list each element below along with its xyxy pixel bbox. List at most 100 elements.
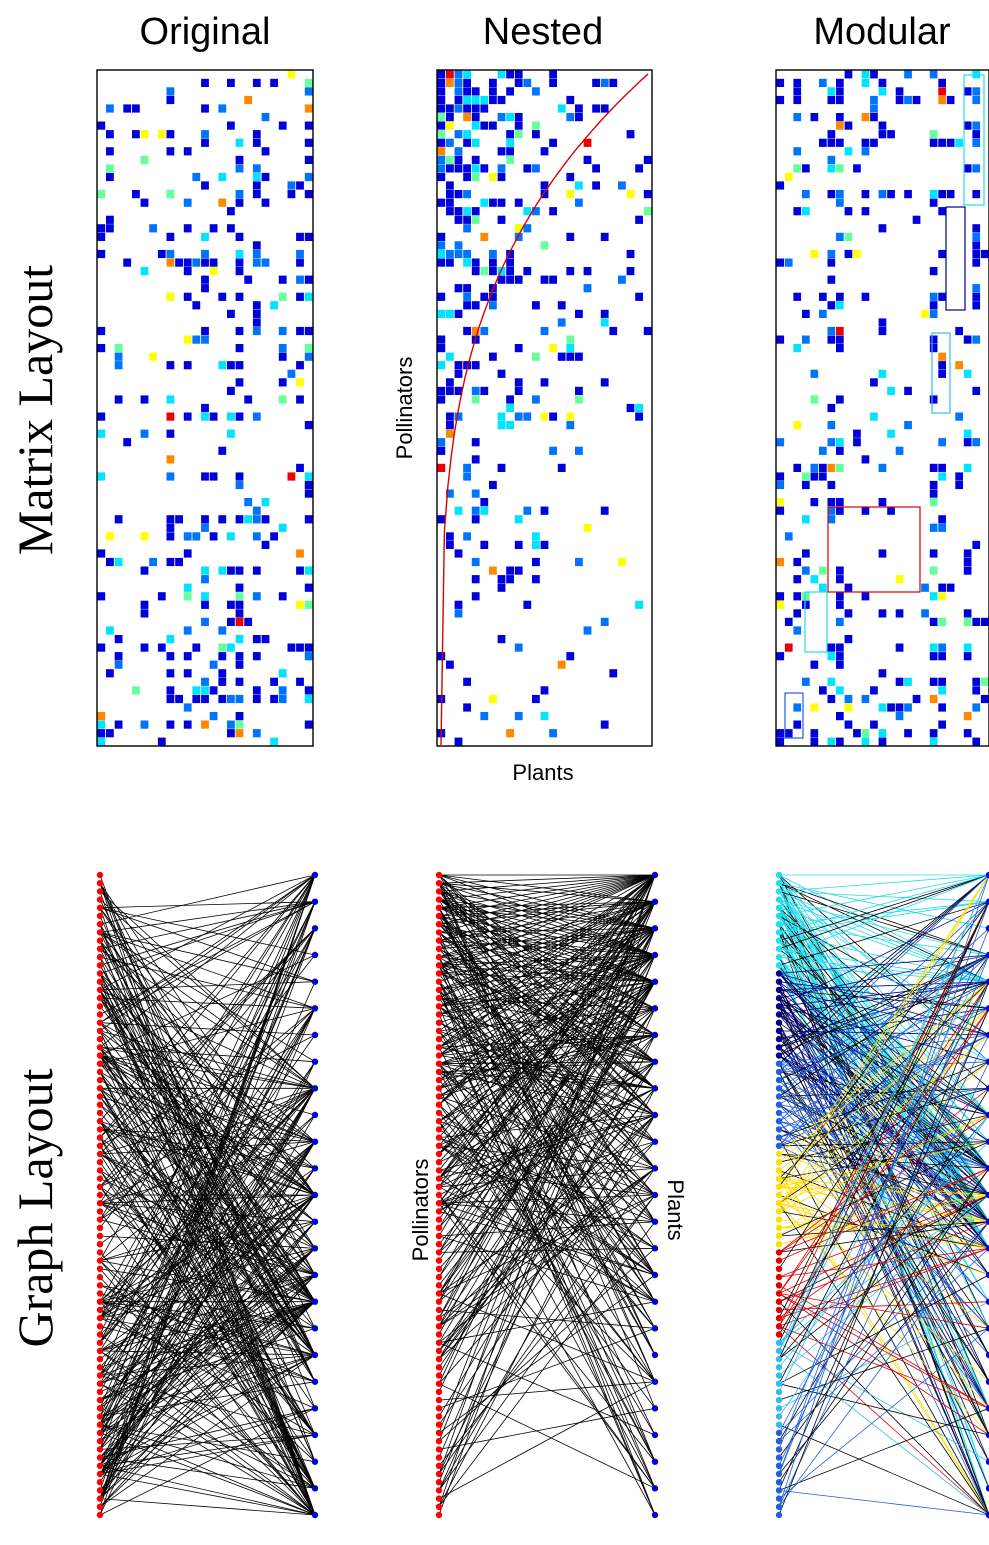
graph-original-pollinator-node xyxy=(96,953,104,961)
graph-nested-edge xyxy=(438,874,656,909)
graph-modular-edge xyxy=(778,1061,989,1237)
graph-modular-pollinator-node xyxy=(775,1405,783,1412)
matrix-nested-cell xyxy=(454,284,463,293)
graph-original-edge xyxy=(99,1247,316,1434)
graph-nested-pollinator-node xyxy=(435,1290,443,1297)
graph-nested-pollinator-node xyxy=(435,1388,443,1396)
matrix-nested-cell xyxy=(514,130,523,139)
graph-modular-edge xyxy=(778,1221,989,1434)
graph-nested-edge xyxy=(438,874,656,1155)
matrix-modular-cell xyxy=(844,694,853,704)
matrix-modular-cell xyxy=(819,472,827,481)
graph-modular-edge xyxy=(778,874,989,933)
graph-modular-pollinator-node xyxy=(775,1142,783,1150)
graph-nested-edge xyxy=(438,981,656,1015)
matrix-modular-cell xyxy=(870,720,878,729)
graph-original-pollinator-node xyxy=(96,1347,104,1355)
matrix-modular-cell xyxy=(972,617,981,626)
matrix-original-cell xyxy=(270,694,278,704)
graph-nested-edge xyxy=(438,1141,656,1384)
matrix-nested-cell xyxy=(437,147,446,156)
matrix-original-cell xyxy=(304,292,313,301)
graph-nested-edge xyxy=(438,989,656,1462)
graph-modular-edge xyxy=(778,940,989,1169)
graph-original-edge xyxy=(99,1170,316,1436)
graph-original-pollinator-node xyxy=(96,1044,104,1051)
graph-modular-edge xyxy=(778,1063,989,1196)
graph-nested-pollinator-node xyxy=(435,1109,443,1117)
graph-nested-edge xyxy=(438,907,656,929)
matrix-nested-cell xyxy=(471,386,480,395)
matrix-modular-cell xyxy=(793,626,802,635)
graph-modular-edge xyxy=(778,1034,989,1204)
graph-nested-edge xyxy=(438,981,656,1229)
graph-nested-pollinator-node xyxy=(435,1003,443,1010)
matrix-modular-cell xyxy=(929,652,938,661)
matrix-original-cell xyxy=(183,626,192,635)
matrix-original-cell xyxy=(304,232,313,241)
graph-nested-edge xyxy=(438,874,656,974)
matrix-nested-cell xyxy=(497,164,506,173)
matrix-nested-cell xyxy=(532,575,540,584)
matrix-modular-cell xyxy=(853,438,861,447)
matrix-nested-cell xyxy=(471,164,480,173)
graph-modular-edge xyxy=(778,1284,989,1409)
matrix-nested-cell xyxy=(540,412,549,421)
matrix-nested-cell xyxy=(497,412,506,421)
graph-original-pollinator-node xyxy=(96,1454,104,1461)
graph-modular-edge xyxy=(778,1034,989,1434)
matrix-modular-cell xyxy=(819,566,827,575)
matrix-modular-cell xyxy=(861,737,870,746)
graph-nested-edge xyxy=(438,1221,656,1508)
graph-nested-edge xyxy=(438,874,656,1507)
graph-nested-edge xyxy=(438,874,656,884)
graph-modular-pollinator-node xyxy=(775,1216,783,1223)
graph-nested-edge xyxy=(438,981,656,1356)
graph-modular-pollinator-node xyxy=(775,1200,783,1207)
graph-modular-plant-node xyxy=(985,1271,989,1279)
matrix-nested-cell xyxy=(454,164,463,173)
matrix-original-cell xyxy=(97,643,106,652)
graph-modular-edge xyxy=(778,1301,989,1516)
graph-nested-pollinator-node xyxy=(435,1241,443,1248)
matrix-modular-cell xyxy=(955,480,963,490)
matrix-original-cell xyxy=(235,712,244,721)
matrix-nested-cell xyxy=(480,164,489,173)
graph-nested-pollinator-node xyxy=(435,1282,443,1289)
matrix-original-cell xyxy=(270,532,278,541)
matrix-modular-cell xyxy=(819,292,827,301)
graph-modular-edge xyxy=(778,981,989,1155)
graph-original-edge xyxy=(99,1141,316,1450)
matrix-nested-cell xyxy=(454,600,463,609)
graph-modular-edge xyxy=(778,981,989,1294)
matrix-modular-cell xyxy=(793,164,802,173)
matrix-nested-cell xyxy=(566,652,575,661)
matrix-nested-cell xyxy=(532,87,540,96)
graph-nested-edge xyxy=(438,1381,656,1499)
matrix-nested-cell xyxy=(446,198,454,207)
matrix-original-cell xyxy=(304,190,313,199)
matrix-original-cell xyxy=(106,130,114,139)
matrix-original-cell xyxy=(114,635,123,644)
matrix-original-cell xyxy=(209,660,218,669)
graph-modular-pollinator-node xyxy=(775,1323,783,1330)
graph-modular-pollinator-node xyxy=(775,937,783,944)
matrix-modular-cell xyxy=(980,249,989,259)
matrix-nested-cell xyxy=(463,326,471,336)
graph-original-edge xyxy=(99,1424,316,1489)
matrix-modular-cell xyxy=(963,429,972,438)
matrix-nested-cell xyxy=(566,352,575,361)
matrix-original-cell xyxy=(218,172,227,182)
matrix-nested-cell xyxy=(643,207,652,216)
graph-original-edge xyxy=(99,932,316,1009)
graph-nested-edge xyxy=(438,1309,656,1329)
matrix-nested-cell xyxy=(506,403,514,413)
matrix-modular-cell xyxy=(836,575,844,584)
matrix-original-cell xyxy=(235,472,244,481)
matrix-modular-cell xyxy=(836,686,844,695)
graph-original-pollinator-node xyxy=(96,880,104,887)
graph-nested-edge xyxy=(438,928,656,1384)
matrix-original-cell xyxy=(296,181,304,190)
graph-modular-pollinator-node xyxy=(775,1396,783,1404)
graph-nested-edge xyxy=(438,874,656,933)
